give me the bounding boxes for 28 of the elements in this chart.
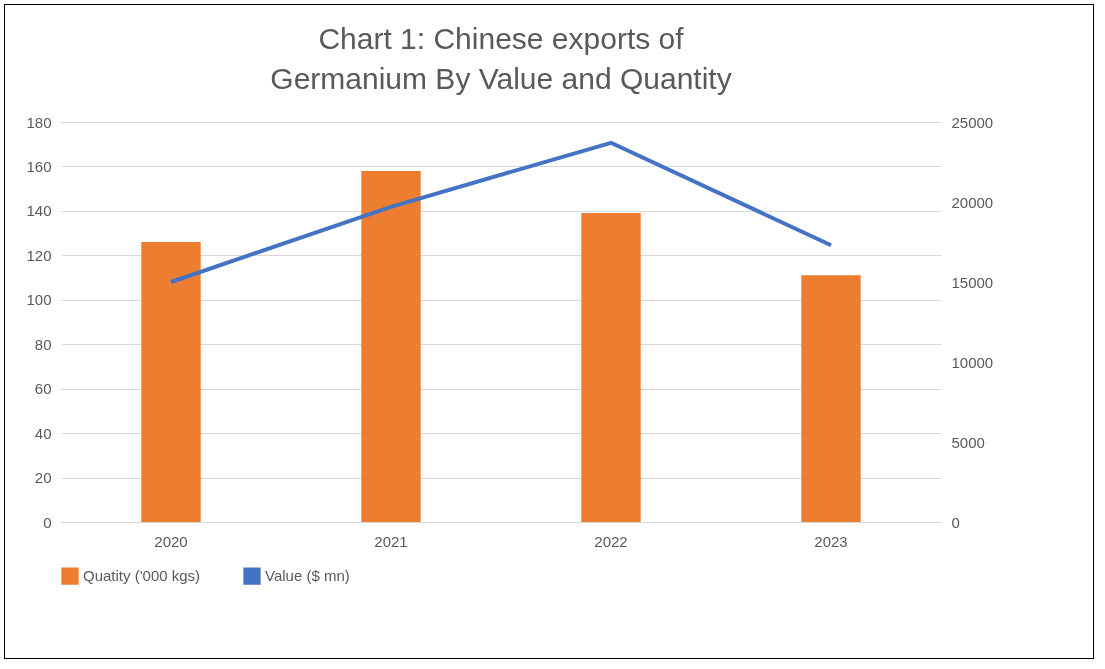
legend-label: Quatity ('000 kgs) <box>83 567 201 585</box>
chart-title: Chart 1: Chinese exports of Germanium By Value and Quantity <box>270 22 732 95</box>
bar <box>581 213 641 522</box>
legend-label: Value ($ mn) <box>265 567 350 585</box>
y-tick-label: 60 <box>34 380 52 398</box>
y-tick-label: 100 <box>26 291 52 309</box>
y-tick-label: 140 <box>26 202 52 220</box>
x-tick-label: 2020 <box>154 532 188 550</box>
y-tick-label: 80 <box>34 335 52 353</box>
bar <box>361 170 421 522</box>
y-tick-label: 0 <box>43 513 52 531</box>
y2-tick-label: 15000 <box>951 273 994 291</box>
y-tick-label: 120 <box>26 246 52 264</box>
x-tick-label: 2021 <box>374 532 408 550</box>
bar <box>801 275 861 522</box>
y-tick-label: 180 <box>26 113 52 131</box>
x-tick-label: 2022 <box>594 532 628 550</box>
y-tick-label: 40 <box>34 424 52 442</box>
y-tick-label: 160 <box>26 157 52 175</box>
y-tick-label: 20 <box>34 469 52 487</box>
y2-tick-label: 0 <box>951 513 960 531</box>
x-tick-label: 2023 <box>814 532 848 550</box>
y2-tick-label: 10000 <box>951 353 994 371</box>
bar <box>141 242 201 522</box>
y2-tick-label: 25000 <box>951 113 994 131</box>
y2-tick-label: 5000 <box>951 433 985 451</box>
y2-tick-label: 20000 <box>951 193 994 211</box>
line-series <box>169 140 833 284</box>
